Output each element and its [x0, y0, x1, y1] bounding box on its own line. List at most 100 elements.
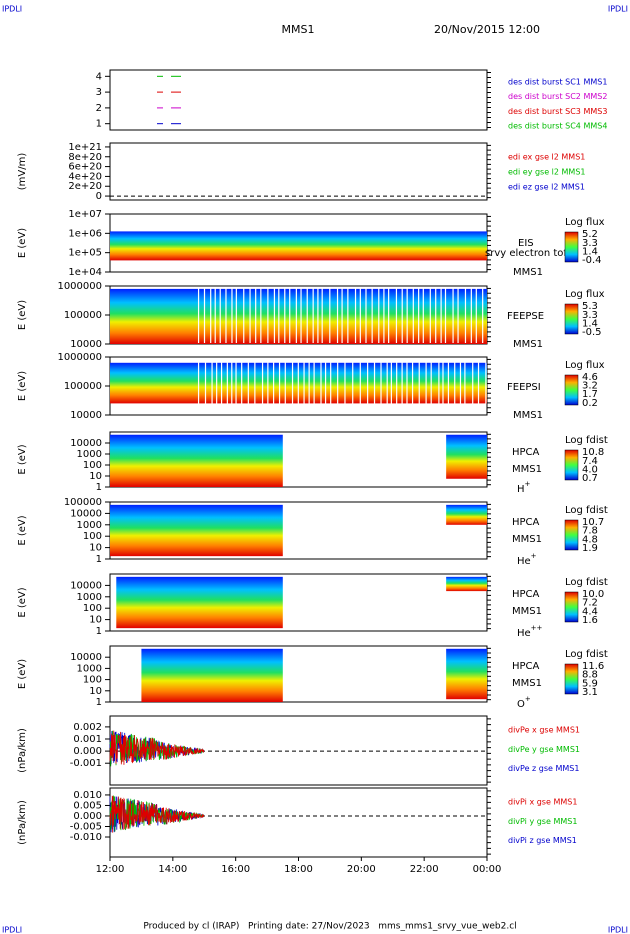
- spectrogram-gap: [260, 287, 262, 343]
- y-axis-label: E (eV): [17, 228, 28, 258]
- spectrogram-gap: [317, 287, 319, 343]
- spectrogram-gap: [378, 287, 380, 343]
- y-tick-label: 10000: [70, 508, 102, 519]
- legend-entry: divPe z gse MMS1: [508, 764, 579, 773]
- x-tick-label: 12:00: [96, 864, 125, 875]
- y-tick-label: 0.002: [73, 722, 102, 733]
- spectrogram-gap: [352, 358, 354, 414]
- colorbar-tick-label: 0.7: [582, 473, 598, 484]
- spectrogram-gap: [267, 287, 269, 343]
- spectrogram-gap: [452, 287, 454, 343]
- spectrogram-gap: [330, 358, 332, 414]
- spectrogram-gap: [412, 287, 414, 343]
- colorbar: [564, 449, 579, 481]
- spectrogram-gap: [241, 358, 243, 414]
- corner-label: IPDLI: [2, 926, 22, 934]
- y-tick-label: 0.000: [73, 811, 102, 822]
- colorbar: [564, 591, 579, 623]
- colorbar: [564, 519, 579, 551]
- spectrogram-gap: [255, 287, 257, 343]
- spectrogram-gap: [291, 358, 294, 414]
- legend-entry: des dist burst SC3 MMS3: [508, 107, 607, 116]
- charge: +: [525, 480, 531, 488]
- y-tick-label: 1000: [77, 592, 102, 603]
- spectrogram-gap: [204, 358, 207, 414]
- y-tick-label: 100: [83, 603, 102, 614]
- y-tick-label: 4e+20: [68, 171, 102, 182]
- colorbar-title: Log flux: [565, 217, 605, 228]
- spectrogram-gap: [386, 358, 388, 414]
- colorbar-tick-label: 4.4: [582, 606, 598, 617]
- spectrogram-gap: [470, 287, 472, 343]
- spectrogram-gap: [472, 358, 474, 414]
- y-tick-label: 100: [83, 675, 102, 686]
- spectrogram-fill: [446, 434, 487, 479]
- x-tick-label: 14:00: [158, 864, 187, 875]
- spectrogram-fill: [110, 434, 283, 487]
- spectrogram-gap: [273, 287, 276, 343]
- y-tick-label: 0: [96, 191, 102, 202]
- charge: +: [531, 552, 537, 560]
- spectrogram-gap: [406, 287, 408, 343]
- spectrogram-gap: [485, 358, 487, 414]
- colorbar-tick-label: -0.5: [582, 327, 602, 338]
- spectrogram-gap: [464, 358, 466, 414]
- y-tick-label: 4: [96, 71, 102, 82]
- legend-entry: divPi y gse MMS1: [508, 817, 577, 826]
- y-axis-label: E (eV): [17, 587, 28, 617]
- spectrogram-gap: [383, 287, 385, 343]
- spectrogram-gap: [321, 287, 323, 343]
- species-label: He++: [517, 624, 543, 639]
- y-tick-label: 1: [96, 482, 102, 493]
- spectrogram-gap: [454, 358, 456, 414]
- species: O: [517, 699, 525, 710]
- spectrogram-gap: [430, 358, 432, 414]
- legend-entry: des dist burst SC1 MMS1: [508, 78, 607, 87]
- spectrogram-gap: [390, 358, 392, 414]
- colorbar-title: Log fdist: [565, 435, 608, 446]
- spectrogram-gap: [312, 287, 314, 343]
- legend-entry: divPi z gse MMS1: [508, 836, 577, 845]
- x-tick-label: 20:00: [347, 864, 376, 875]
- y-tick-label: 1e+04: [68, 267, 102, 278]
- spectrogram-gap: [284, 287, 286, 343]
- y-tick-label: 1e+07: [68, 209, 102, 220]
- spectrogram-gap: [197, 358, 200, 414]
- y-tick-label: 1: [96, 697, 102, 708]
- spectrogram-gap: [226, 358, 228, 414]
- spectrogram-gap: [320, 358, 322, 414]
- spectrogram-gap: [354, 287, 357, 343]
- spectrogram-gap: [359, 287, 361, 343]
- instrument-label: FEEPSE: [507, 311, 544, 322]
- y-tick-label: 6e+20: [68, 162, 102, 173]
- spectrogram-gap: [429, 287, 431, 343]
- y-tick-label: 10: [89, 615, 102, 626]
- colorbar-tick-label: 1.7: [582, 389, 598, 400]
- spectrogram-gap: [216, 358, 218, 414]
- spectrogram-gap: [425, 358, 427, 414]
- spectrogram-gap: [373, 358, 376, 414]
- spectrogram-gap: [418, 287, 420, 343]
- spacecraft-label: MMS1: [513, 339, 543, 350]
- y-tick-label: 0.010: [73, 790, 102, 801]
- colorbar-tick-label: 5.9: [582, 678, 598, 689]
- y-tick-label: 10000: [70, 339, 102, 350]
- spacecraft-label: MMS1: [513, 267, 543, 278]
- spectrogram-gap: [336, 287, 339, 343]
- colorbar-title: Log fdist: [565, 505, 608, 516]
- colorbar-tick-label: 5.3: [582, 301, 598, 312]
- legend-entry: des dist burst SC2 MMS2: [508, 92, 607, 101]
- footer: Produced by cl (IRAP) Printing date: 27/…: [143, 922, 516, 932]
- spectrogram-gap: [278, 287, 280, 343]
- spectrogram-gap: [367, 358, 369, 414]
- y-tick-label: 1000000: [57, 281, 102, 292]
- colorbar-title: Log flux: [565, 360, 605, 371]
- y-axis-label: E (eV): [17, 515, 28, 545]
- y-tick-label: 1e+05: [68, 248, 102, 259]
- colorbar: [564, 663, 579, 695]
- spectrogram-gap: [214, 287, 216, 343]
- spectrogram-fill: [141, 648, 283, 702]
- spectrogram-gap: [278, 358, 281, 414]
- y-tick-label: 2e+20: [68, 181, 102, 192]
